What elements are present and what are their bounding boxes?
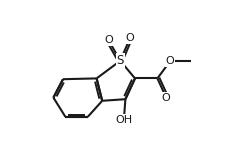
Text: O: O	[162, 93, 171, 103]
Text: OH: OH	[115, 115, 132, 125]
Text: O: O	[166, 56, 175, 66]
Text: O: O	[104, 35, 113, 45]
Text: O: O	[125, 33, 134, 43]
Text: S: S	[117, 54, 124, 67]
